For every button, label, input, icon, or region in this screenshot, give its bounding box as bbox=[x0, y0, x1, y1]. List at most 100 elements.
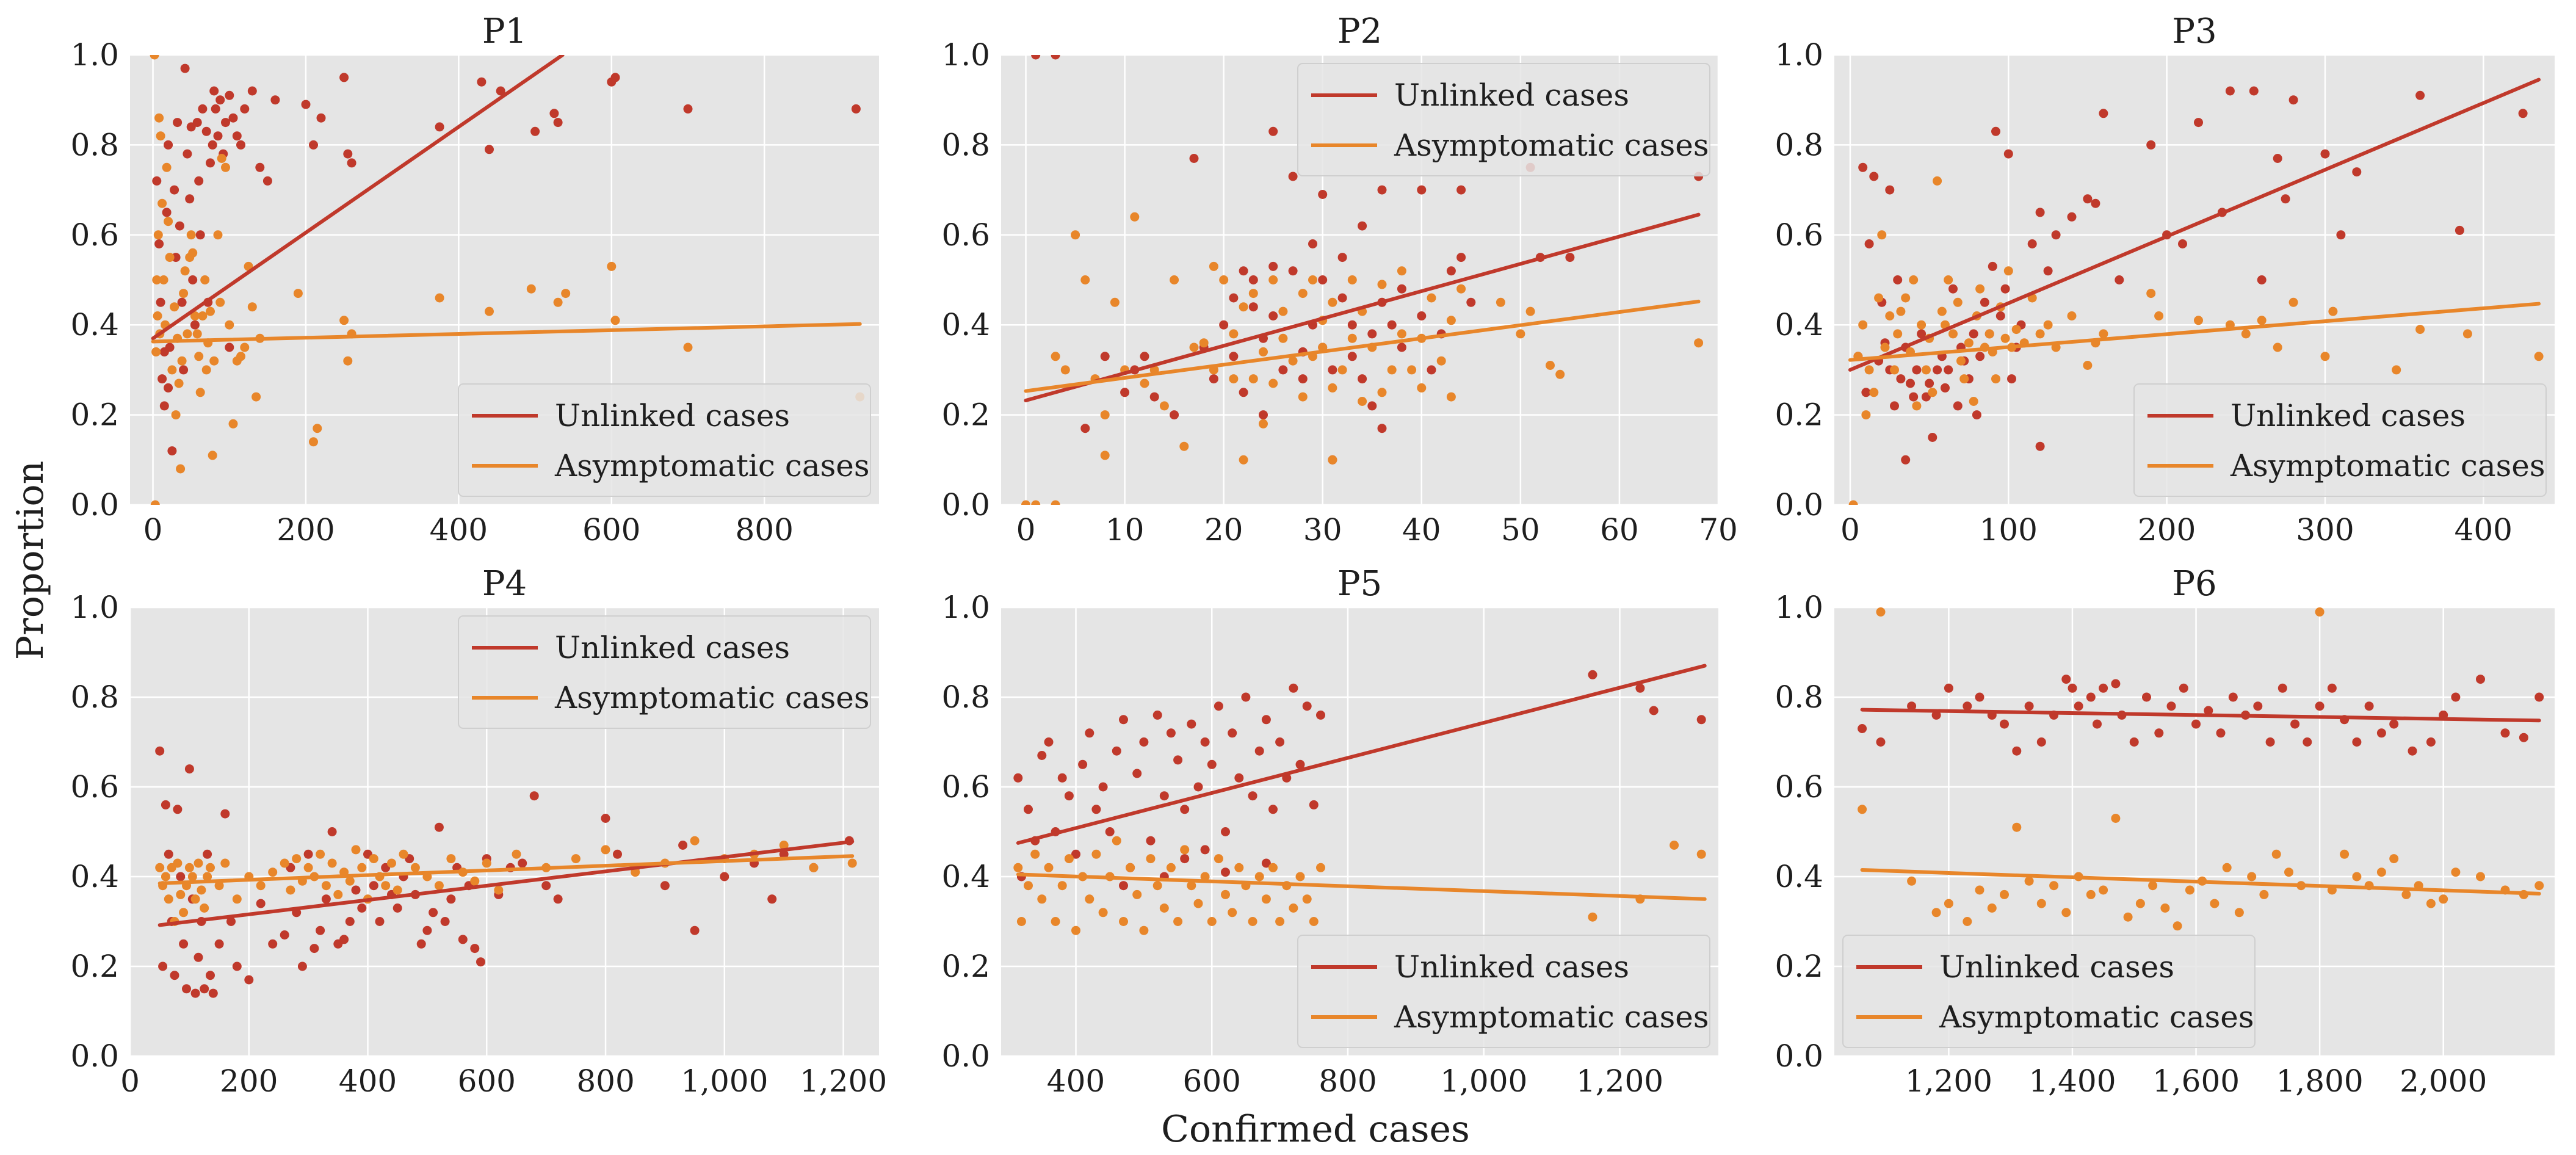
point-p1-asymptomatic-59 bbox=[485, 306, 494, 316]
xtick-label-p2-1: 10 bbox=[1105, 512, 1145, 548]
point-p6-unlinked-17 bbox=[2093, 719, 2102, 729]
point-p2-asymptomatic-16 bbox=[1170, 275, 1179, 284]
point-p3-unlinked-16 bbox=[1909, 392, 1919, 402]
point-p3-asymptomatic-20 bbox=[1928, 388, 1937, 397]
point-p6-unlinked-39 bbox=[2352, 737, 2362, 747]
data-layer-p5 bbox=[1013, 664, 1707, 935]
point-p1-asymptomatic-29 bbox=[192, 329, 202, 339]
point-p3-asymptomatic-22 bbox=[1937, 306, 1947, 316]
point-p4-unlinked-45 bbox=[393, 903, 402, 913]
xtick-label-p6-4: 2,000 bbox=[2400, 1063, 2487, 1099]
point-p3-asymptomatic-36 bbox=[1991, 374, 2000, 384]
point-p4-unlinked-66 bbox=[553, 894, 563, 904]
point-p1-unlinked-28 bbox=[208, 140, 217, 150]
point-p6-asymptomatic-7 bbox=[1987, 903, 1997, 913]
point-p4-unlinked-6 bbox=[173, 805, 183, 814]
point-p3-asymptomatic-47 bbox=[2067, 311, 2077, 320]
point-p3-unlinked-10 bbox=[1890, 401, 1899, 411]
xtick-label-p4-6: 1,200 bbox=[800, 1063, 887, 1099]
point-p6-asymptomatic-15 bbox=[2086, 889, 2096, 899]
point-p2-asymptomatic-54 bbox=[1397, 329, 1406, 339]
point-p4-unlinked-2 bbox=[161, 800, 170, 809]
point-p4-unlinked-50 bbox=[422, 925, 432, 935]
point-p5-unlinked-43 bbox=[1302, 701, 1312, 711]
point-p2-asymptomatic-34 bbox=[1278, 306, 1288, 316]
point-p5-unlinked-33 bbox=[1234, 773, 1244, 783]
point-p1-unlinked-25 bbox=[201, 126, 211, 136]
point-p5-unlinked-25 bbox=[1180, 805, 1190, 814]
xtick-label-p2-7: 70 bbox=[1699, 512, 1738, 548]
point-p3-asymptomatic-0 bbox=[1848, 500, 1858, 505]
point-p5-unlinked-12 bbox=[1091, 805, 1101, 814]
point-p1-unlinked-42 bbox=[262, 176, 272, 186]
point-p1-asymptomatic-42 bbox=[221, 162, 230, 172]
ytick-label-p6-2: 0.4 bbox=[1775, 859, 1823, 894]
point-p5-asymptomatic-31 bbox=[1221, 889, 1230, 899]
ytick-label-p4-0: 0.0 bbox=[70, 1038, 119, 1074]
point-p3-unlinked-57 bbox=[2194, 118, 2203, 128]
point-p2-asymptomatic-63 bbox=[1456, 284, 1466, 294]
point-p3-unlinked-18 bbox=[1917, 329, 1927, 339]
point-p1-unlinked-9 bbox=[170, 185, 179, 195]
point-p3-unlinked-26 bbox=[1948, 284, 1958, 294]
point-p3-asymptomatic-18 bbox=[1921, 365, 1931, 375]
xtick-label-p5-4: 1,200 bbox=[1576, 1063, 1663, 1099]
trend-line-p2-unlinked bbox=[1024, 212, 1701, 403]
point-p5-unlinked-51 bbox=[1261, 858, 1271, 868]
point-p4-asymptomatic-13 bbox=[194, 858, 203, 868]
point-p1-asymptomatic-44 bbox=[228, 419, 238, 429]
point-p2-unlinked-51 bbox=[1417, 311, 1427, 320]
point-p2-asymptomatic-35 bbox=[1288, 356, 1298, 366]
point-p2-asymptomatic-55 bbox=[1397, 266, 1406, 276]
point-p5-asymptomatic-32 bbox=[1228, 908, 1237, 918]
legend-p1: Unlinked cases Asymptomatic cases bbox=[458, 383, 871, 497]
point-p5-asymptomatic-36 bbox=[1254, 872, 1264, 882]
point-p3-unlinked-27 bbox=[1953, 401, 1963, 411]
point-p1-unlinked-24 bbox=[198, 104, 208, 114]
point-p6-unlinked-40 bbox=[2364, 701, 2374, 711]
point-p1-unlinked-1 bbox=[154, 239, 164, 248]
point-p2-unlinked-7 bbox=[1149, 392, 1159, 402]
point-p2-unlinked-9 bbox=[1189, 154, 1199, 163]
point-p5-unlinked-20 bbox=[1146, 836, 1156, 845]
point-p1-asymptomatic-5 bbox=[153, 230, 163, 240]
point-p4-unlinked-58 bbox=[470, 944, 480, 954]
xtick-label-p4-5: 1,000 bbox=[681, 1063, 768, 1099]
point-p3-asymptomatic-39 bbox=[2003, 266, 2013, 276]
point-p2-unlinked-46 bbox=[1377, 424, 1387, 433]
point-p4-asymptomatic-18 bbox=[214, 881, 224, 891]
point-p3-asymptomatic-15 bbox=[1909, 275, 1919, 284]
point-p4-asymptomatic-51 bbox=[482, 858, 491, 868]
point-p6-unlinked-37 bbox=[2327, 683, 2337, 693]
point-p2-unlinked-14 bbox=[1229, 352, 1239, 361]
point-p4-unlinked-25 bbox=[268, 939, 278, 949]
point-p6-unlinked-6 bbox=[1975, 692, 1984, 702]
point-p2-asymptomatic-10 bbox=[1110, 297, 1120, 307]
point-p4-unlinked-65 bbox=[541, 881, 551, 891]
point-p5-unlinked-37 bbox=[1261, 715, 1271, 725]
point-p4-asymptomatic-6 bbox=[173, 858, 183, 868]
xtick-label-p2-2: 20 bbox=[1204, 512, 1243, 548]
point-p3-unlinked-25 bbox=[1944, 365, 1953, 375]
point-p1-asymptomatic-61 bbox=[553, 297, 563, 307]
point-p3-asymptomatic-3 bbox=[1861, 410, 1871, 420]
point-p3-asymptomatic-13 bbox=[1901, 293, 1911, 303]
point-p1-asymptomatic-22 bbox=[179, 289, 189, 299]
trend-line-p1-asymptomatic bbox=[151, 322, 862, 344]
ytick-label-p4-2: 0.4 bbox=[70, 859, 119, 894]
point-p1-unlinked-41 bbox=[255, 162, 265, 172]
panel-title-p6: P6 bbox=[2172, 564, 2216, 604]
point-p2-asymptomatic-12 bbox=[1130, 212, 1140, 222]
point-p6-unlinked-43 bbox=[2408, 746, 2417, 756]
point-p5-unlinked-42 bbox=[1295, 759, 1305, 769]
point-p3-unlinked-44 bbox=[2027, 239, 2037, 248]
point-p2-unlinked-40 bbox=[1358, 374, 1367, 384]
xtick-label-p4-2: 400 bbox=[339, 1063, 397, 1099]
point-p1-asymptomatic-20 bbox=[176, 464, 186, 474]
point-p1-unlinked-30 bbox=[211, 104, 220, 114]
point-p6-unlinked-34 bbox=[2290, 719, 2300, 729]
ytick-label-p1-0: 0.0 bbox=[70, 487, 119, 523]
point-p4-unlinked-31 bbox=[309, 944, 319, 954]
point-p6-unlinked-44 bbox=[2426, 737, 2436, 747]
point-p2-asymptomatic-27 bbox=[1248, 289, 1258, 299]
